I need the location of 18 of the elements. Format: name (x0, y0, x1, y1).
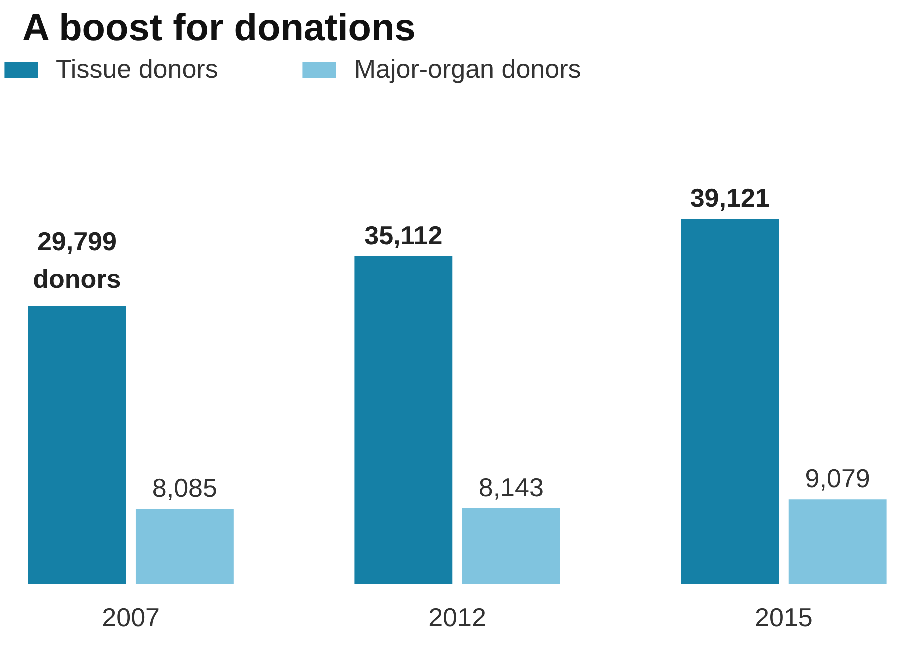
chart-title: A boost for donations (22, 8, 416, 50)
bar (354, 256, 453, 584)
data-label: 39,121 (690, 182, 770, 213)
legend-label: Tissue donors (56, 54, 218, 85)
data-label: 8,085 (152, 472, 218, 503)
x-tick-label: 2015 (755, 602, 813, 632)
bar (788, 500, 887, 584)
data-label: 29,799 donors (33, 226, 122, 294)
x-tick-label: 2012 (428, 602, 486, 632)
data-label: 8,143 (478, 472, 544, 502)
bar (28, 306, 126, 584)
data-label: 35,112 (364, 220, 443, 250)
data-label: 9,079 (805, 464, 870, 494)
bar (136, 508, 234, 584)
bar (462, 508, 560, 584)
legend-label: Major-organ donors (354, 54, 582, 85)
x-tick-label: 2007 (102, 602, 160, 632)
bar (681, 218, 780, 584)
